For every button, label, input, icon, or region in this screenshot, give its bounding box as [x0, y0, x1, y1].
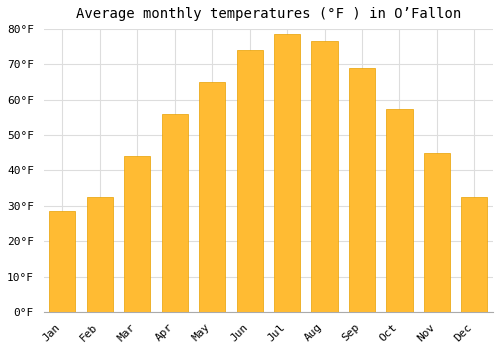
- Title: Average monthly temperatures (°F ) in O’Fallon: Average monthly temperatures (°F ) in O’…: [76, 7, 461, 21]
- Bar: [162, 114, 188, 312]
- Bar: [461, 197, 487, 312]
- Bar: [199, 82, 226, 312]
- Bar: [124, 156, 150, 312]
- Bar: [236, 50, 262, 312]
- Bar: [349, 68, 375, 312]
- Bar: [424, 153, 450, 312]
- Bar: [274, 34, 300, 312]
- Bar: [312, 41, 338, 312]
- Bar: [50, 211, 76, 312]
- Bar: [86, 197, 113, 312]
- Bar: [386, 108, 412, 312]
